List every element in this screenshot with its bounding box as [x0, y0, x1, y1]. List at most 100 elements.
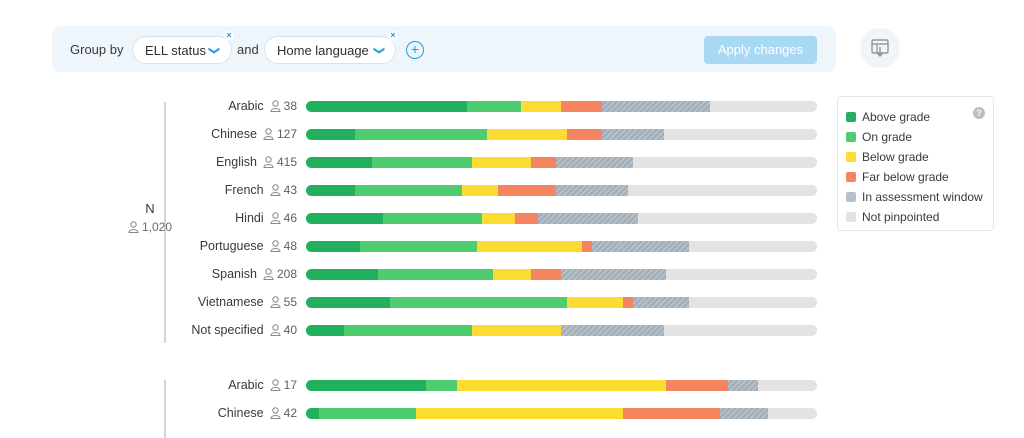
- legend-item: Not pinpointed: [846, 207, 993, 227]
- remove-group2-icon[interactable]: ×: [388, 31, 398, 41]
- bar-segment-above-grade[interactable]: [306, 325, 345, 336]
- bar-segment-above-grade[interactable]: [306, 129, 355, 140]
- bar-segment-in-assessment-window[interactable]: [602, 101, 710, 112]
- bar-segment-not-pinpointed[interactable]: [666, 269, 817, 280]
- legend-label: In assessment window: [862, 190, 983, 204]
- bar-segment-above-grade[interactable]: [306, 380, 427, 391]
- stacked-bar[interactable]: [306, 269, 817, 280]
- group1-select[interactable]: ELL status ❯ ×: [132, 31, 234, 64]
- bar-segment-not-pinpointed[interactable]: [689, 241, 817, 252]
- bar-segment-below-grade[interactable]: [472, 157, 531, 168]
- bar-segment-not-pinpointed[interactable]: [638, 213, 817, 224]
- bar-segment-not-pinpointed[interactable]: [663, 129, 817, 140]
- stacked-bar[interactable]: [306, 408, 817, 419]
- bar-segment-below-grade[interactable]: [415, 408, 623, 419]
- bar-segment-below-grade[interactable]: [492, 269, 531, 280]
- bar-segment-in-assessment-window[interactable]: [538, 213, 639, 224]
- bar-segment-not-pinpointed[interactable]: [768, 408, 817, 419]
- group-bracket: [164, 380, 166, 438]
- bar-segment-in-assessment-window[interactable]: [592, 241, 690, 252]
- bar-segment-far-below-grade[interactable]: [497, 185, 557, 196]
- bar-segment-in-assessment-window[interactable]: [561, 269, 667, 280]
- stacked-bar[interactable]: [306, 380, 817, 391]
- bar-segment-above-grade[interactable]: [306, 408, 319, 419]
- stacked-bar[interactable]: [306, 185, 817, 196]
- bar-segment-on-grade[interactable]: [354, 185, 462, 196]
- bar-segment-above-grade[interactable]: [306, 101, 467, 112]
- bar-segment-far-below-grade[interactable]: [622, 297, 634, 308]
- bar-segment-in-assessment-window[interactable]: [556, 157, 633, 168]
- row-label: Chinese 127: [40, 127, 297, 141]
- legend-item: On grade: [846, 127, 993, 147]
- bar-segment-not-pinpointed[interactable]: [627, 185, 817, 196]
- bar-segment-below-grade[interactable]: [520, 101, 562, 112]
- export-button[interactable]: [860, 28, 900, 68]
- export-icon: [871, 39, 889, 57]
- bar-segment-on-grade[interactable]: [359, 241, 478, 252]
- group-title: N: [145, 201, 155, 216]
- bar-segment-on-grade[interactable]: [377, 269, 493, 280]
- bar-segment-on-grade[interactable]: [344, 325, 473, 336]
- bar-segment-on-grade[interactable]: [354, 129, 488, 140]
- bar-segment-far-below-grade[interactable]: [515, 213, 539, 224]
- bar-segment-in-assessment-window[interactable]: [561, 325, 664, 336]
- bar-segment-on-grade[interactable]: [318, 408, 416, 419]
- bar-segment-below-grade[interactable]: [477, 241, 582, 252]
- bar-segment-far-below-grade[interactable]: [581, 241, 593, 252]
- legend-label: Far below grade: [862, 170, 949, 184]
- group2-select[interactable]: Home language ❯ ×: [264, 31, 398, 64]
- bar-segment-above-grade[interactable]: [306, 157, 373, 168]
- bar-segment-far-below-grade[interactable]: [566, 129, 603, 140]
- bar-segment-below-grade[interactable]: [566, 297, 623, 308]
- apply-changes-button[interactable]: Apply changes: [704, 36, 817, 64]
- user-icon: [270, 407, 281, 419]
- group-count-value: 1,020: [141, 220, 173, 234]
- bar-segment-in-assessment-window[interactable]: [727, 380, 759, 391]
- bar-segment-above-grade[interactable]: [306, 269, 378, 280]
- row-label: Arabic 17: [40, 378, 297, 392]
- bar-segment-in-assessment-window[interactable]: [633, 297, 690, 308]
- bar-segment-on-grade[interactable]: [382, 213, 483, 224]
- bar-segment-below-grade[interactable]: [482, 213, 516, 224]
- stacked-bar[interactable]: [306, 297, 817, 308]
- bar-segment-in-assessment-window[interactable]: [602, 129, 664, 140]
- bar-segment-below-grade[interactable]: [456, 380, 667, 391]
- bar-segment-not-pinpointed[interactable]: [689, 297, 817, 308]
- row-language: Portuguese: [199, 239, 264, 253]
- bar-segment-not-pinpointed[interactable]: [633, 157, 817, 168]
- stacked-bar[interactable]: [306, 213, 817, 224]
- bar-segment-below-grade[interactable]: [461, 185, 498, 196]
- stacked-bar[interactable]: [306, 325, 817, 336]
- bar-segment-on-grade[interactable]: [466, 101, 521, 112]
- bar-segment-far-below-grade[interactable]: [666, 380, 728, 391]
- stacked-bar[interactable]: [306, 157, 817, 168]
- chevron-down-icon: ❯: [373, 45, 386, 56]
- bar-segment-far-below-grade[interactable]: [530, 269, 562, 280]
- bar-segment-above-grade[interactable]: [306, 213, 383, 224]
- stacked-bar[interactable]: [306, 241, 817, 252]
- bar-segment-not-pinpointed[interactable]: [758, 380, 817, 391]
- row-count: 40: [283, 323, 297, 337]
- bar-segment-not-pinpointed[interactable]: [663, 325, 817, 336]
- bar-segment-far-below-grade[interactable]: [561, 101, 603, 112]
- bar-segment-in-assessment-window[interactable]: [719, 408, 769, 419]
- bar-segment-below-grade[interactable]: [472, 325, 562, 336]
- bar-segment-in-assessment-window[interactable]: [556, 185, 628, 196]
- remove-group1-icon[interactable]: ×: [224, 31, 234, 41]
- stacked-bar[interactable]: [306, 129, 817, 140]
- group1-select-value: ELL status: [145, 43, 206, 58]
- bar-segment-on-grade[interactable]: [426, 380, 457, 391]
- help-icon[interactable]: ?: [973, 107, 985, 119]
- stacked-bar[interactable]: [306, 101, 817, 112]
- bar-segment-below-grade[interactable]: [487, 129, 567, 140]
- bar-segment-on-grade[interactable]: [372, 157, 473, 168]
- bar-segment-above-grade[interactable]: [306, 185, 355, 196]
- bar-segment-far-below-grade[interactable]: [530, 157, 557, 168]
- bar-segment-above-grade[interactable]: [306, 297, 391, 308]
- add-group-button[interactable]: +: [406, 41, 424, 59]
- bar-segment-far-below-grade[interactable]: [622, 408, 720, 419]
- bar-segment-on-grade[interactable]: [390, 297, 567, 308]
- bar-segment-not-pinpointed[interactable]: [709, 101, 817, 112]
- user-icon: [263, 156, 274, 168]
- bar-segment-above-grade[interactable]: [306, 241, 360, 252]
